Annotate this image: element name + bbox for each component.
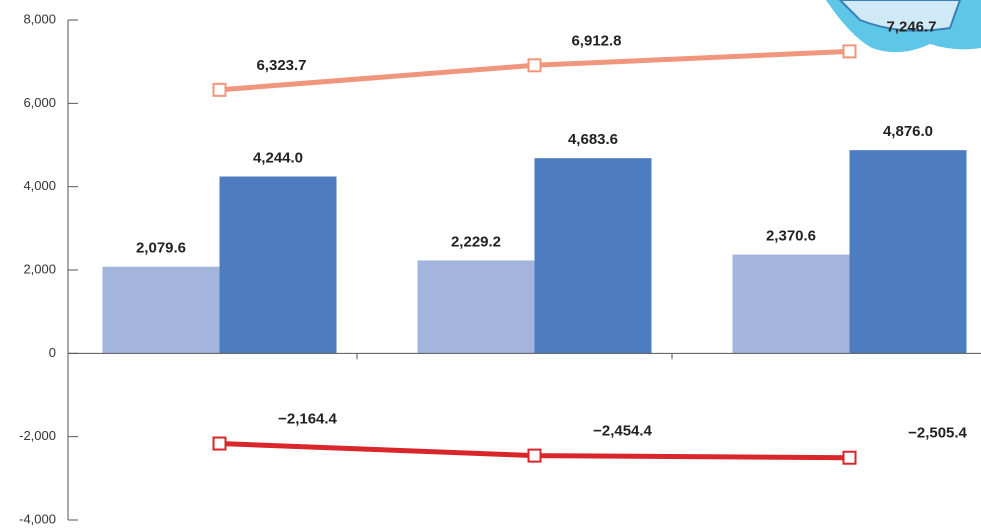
bar — [534, 158, 652, 354]
value-label: 4,683.6 — [568, 131, 618, 148]
value-label: −2,454.4 — [593, 423, 652, 440]
y-tick-label: 4,000 — [23, 178, 56, 193]
line-marker — [842, 450, 857, 465]
value-label: −2,505.4 — [908, 425, 967, 442]
value-label: 6,323.7 — [256, 57, 306, 74]
bar — [849, 150, 967, 354]
bar — [219, 176, 337, 354]
line-marker — [527, 448, 542, 463]
y-tick-label: 0 — [49, 345, 56, 360]
y-tick-label: -4,000 — [19, 511, 56, 526]
bar — [102, 266, 220, 354]
value-label: 4,244.0 — [253, 149, 303, 166]
y-tick-label: 8,000 — [23, 11, 56, 26]
value-label: 2,370.6 — [766, 228, 816, 245]
line-marker — [527, 58, 542, 73]
value-label: 2,229.2 — [451, 233, 501, 250]
line-marker — [212, 82, 227, 97]
line-marker — [842, 44, 857, 59]
line-marker — [212, 436, 227, 451]
bar — [732, 254, 850, 354]
ship-illustration — [826, 0, 981, 53]
value-label: 7,246.7 — [886, 18, 936, 35]
y-tick-label: -2,000 — [19, 428, 56, 443]
value-label: 6,912.8 — [571, 32, 621, 49]
value-label: 4,876.0 — [883, 123, 933, 140]
value-label: 2,079.6 — [136, 240, 186, 257]
bar — [417, 260, 535, 354]
value-label: −2,164.4 — [278, 410, 337, 427]
y-tick-label: 2,000 — [23, 261, 56, 276]
y-tick-label: 6,000 — [23, 95, 56, 110]
